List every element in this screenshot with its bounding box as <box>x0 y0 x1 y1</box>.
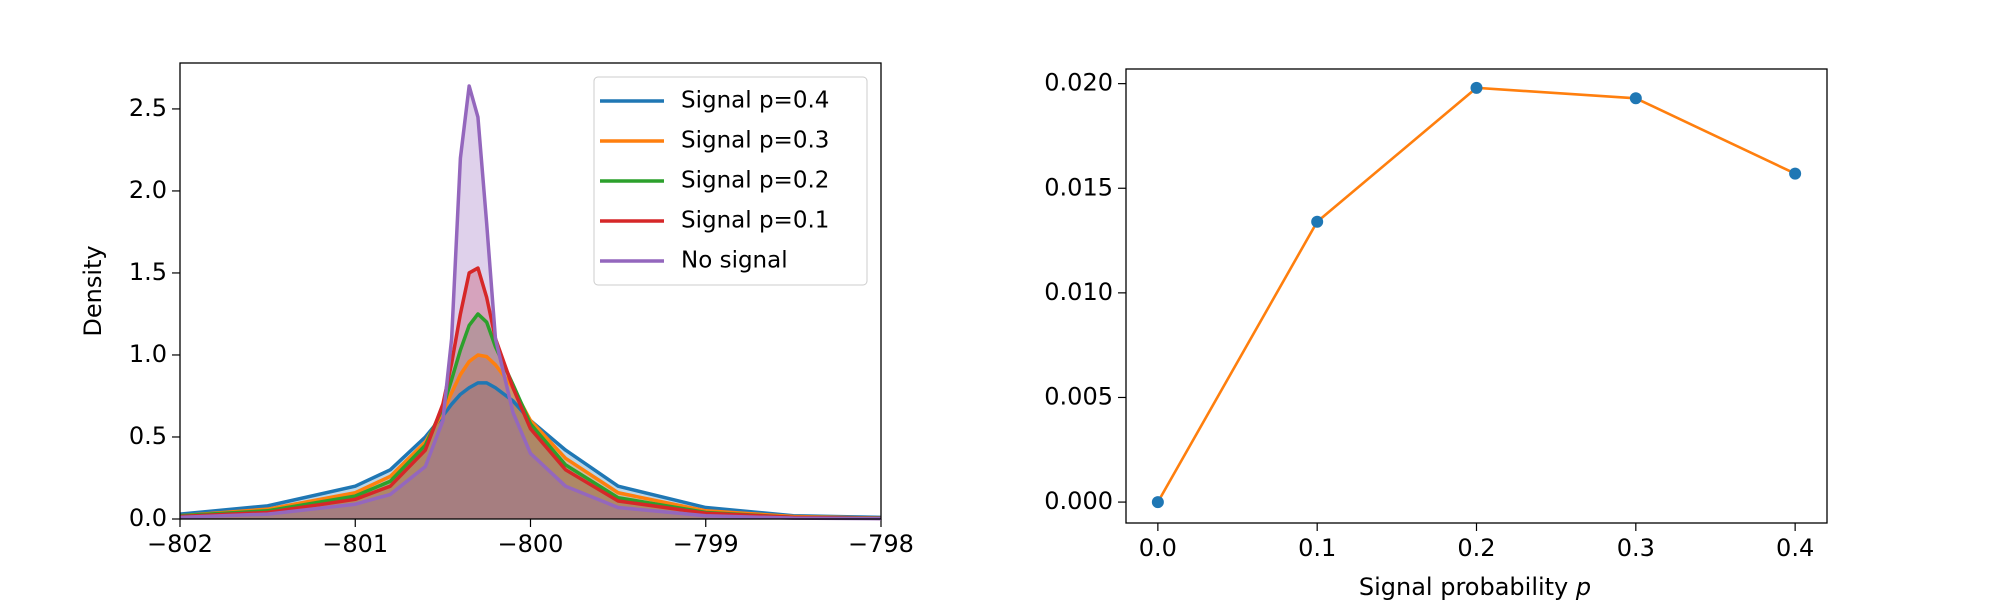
axes-frame <box>1125 68 1828 524</box>
legend-label: No signal <box>681 248 788 274</box>
y-tick-label: 0.010 <box>1044 278 1113 306</box>
legend-box <box>593 76 868 286</box>
x-tick-label: −798 <box>848 530 914 558</box>
x-tick-label: −800 <box>498 530 564 558</box>
x-axis-label-var: p <box>1575 573 1591 601</box>
x-tick-label: −799 <box>673 530 739 558</box>
y-tick-label: 2.0 <box>129 176 167 204</box>
x-tick-label: 0.1 <box>1298 534 1336 562</box>
density-line <box>179 353 882 520</box>
density-line <box>179 266 882 521</box>
legend-label: Signal p=0.1 <box>681 208 829 234</box>
x-axis-label: Signal probability p <box>1359 573 1591 601</box>
point <box>1470 81 1483 94</box>
line <box>1156 86 1796 503</box>
area-fill <box>180 313 881 519</box>
x-tick-label: 0.2 <box>1457 534 1495 562</box>
x-axis-label-text: Signal probability <box>1359 573 1568 601</box>
area-fill <box>180 268 881 519</box>
y-tick-label: 2.5 <box>129 94 167 122</box>
point <box>1629 92 1642 105</box>
y-axis-label: Density <box>79 245 107 336</box>
x-tick-label: 0.4 <box>1776 534 1814 562</box>
point <box>1789 167 1802 180</box>
y-tick-label: 0.015 <box>1044 173 1113 201</box>
x-tick-label: 0.0 <box>1139 534 1177 562</box>
point <box>1151 496 1164 509</box>
x-tick-label: −801 <box>322 530 388 558</box>
y-tick-label: 0.5 <box>129 422 167 450</box>
density-line <box>179 381 882 520</box>
legend-label: Signal p=0.3 <box>681 128 829 154</box>
y-tick-label: 1.0 <box>129 340 167 368</box>
y-tick-label: 0.000 <box>1044 487 1113 515</box>
axes-frame <box>179 62 882 520</box>
density-line <box>179 84 882 521</box>
y-tick-label: 0.005 <box>1044 382 1113 410</box>
point <box>1311 215 1324 228</box>
y-tick-label: 1.5 <box>129 258 167 286</box>
x-tick-label: 0.3 <box>1617 534 1655 562</box>
y-tick-label: 0.020 <box>1044 69 1113 97</box>
legend-label: Signal p=0.4 <box>681 88 829 114</box>
density-line <box>179 312 882 520</box>
legend-label: Signal p=0.2 <box>681 168 829 194</box>
x-tick-label: −802 <box>147 530 213 558</box>
area-fill <box>180 354 881 519</box>
y-tick-label: 0.0 <box>129 504 167 532</box>
